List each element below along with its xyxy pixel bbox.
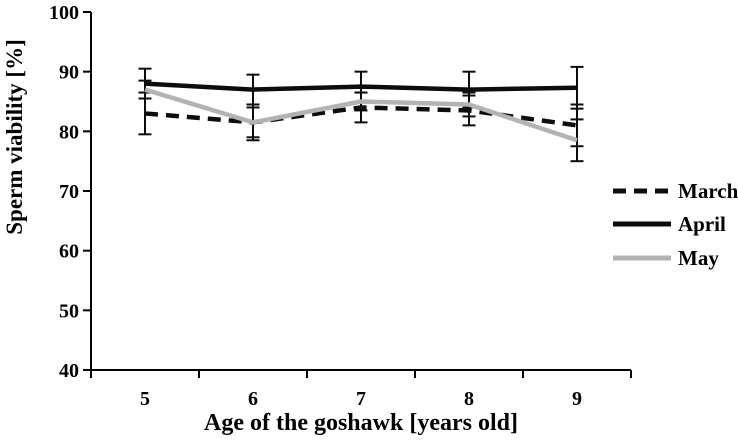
y-tick-label: 50 xyxy=(59,300,79,322)
legend-label-march: March xyxy=(678,179,738,203)
y-axis-title: Sperm viability [%] xyxy=(2,39,27,235)
x-tick-label: 5 xyxy=(140,388,150,410)
y-tick-label: 70 xyxy=(59,181,79,203)
x-tick-label: 8 xyxy=(464,388,474,410)
legend-item-may: May xyxy=(613,246,719,270)
x-tick-label: 6 xyxy=(248,388,258,410)
y-tick-label: 90 xyxy=(59,62,79,84)
legend: March April May xyxy=(613,179,738,270)
tick-labels-layer: 100 90 80 70 60 50 40 5 6 7 8 9 xyxy=(49,2,582,410)
y-tick-label: 60 xyxy=(59,241,79,263)
series-line-april xyxy=(144,81,578,92)
y-tick-label: 40 xyxy=(59,360,79,382)
x-tick-label: 7 xyxy=(356,388,366,410)
error-bars-layer xyxy=(138,65,584,163)
axis-lines xyxy=(90,12,631,371)
legend-item-april: April xyxy=(613,212,726,236)
axes-layer xyxy=(83,11,632,378)
y-tick-label: 80 xyxy=(59,121,79,143)
x-axis-title: Age of the goshawk [years old] xyxy=(204,410,518,436)
legend-label-april: April xyxy=(678,212,726,236)
legend-label-may: May xyxy=(678,246,719,270)
x-tick-label: 9 xyxy=(572,388,582,410)
y-tick-label: 100 xyxy=(49,2,79,24)
legend-item-march: March xyxy=(613,179,738,203)
series-line-may xyxy=(144,87,578,143)
series-layer xyxy=(144,81,578,143)
